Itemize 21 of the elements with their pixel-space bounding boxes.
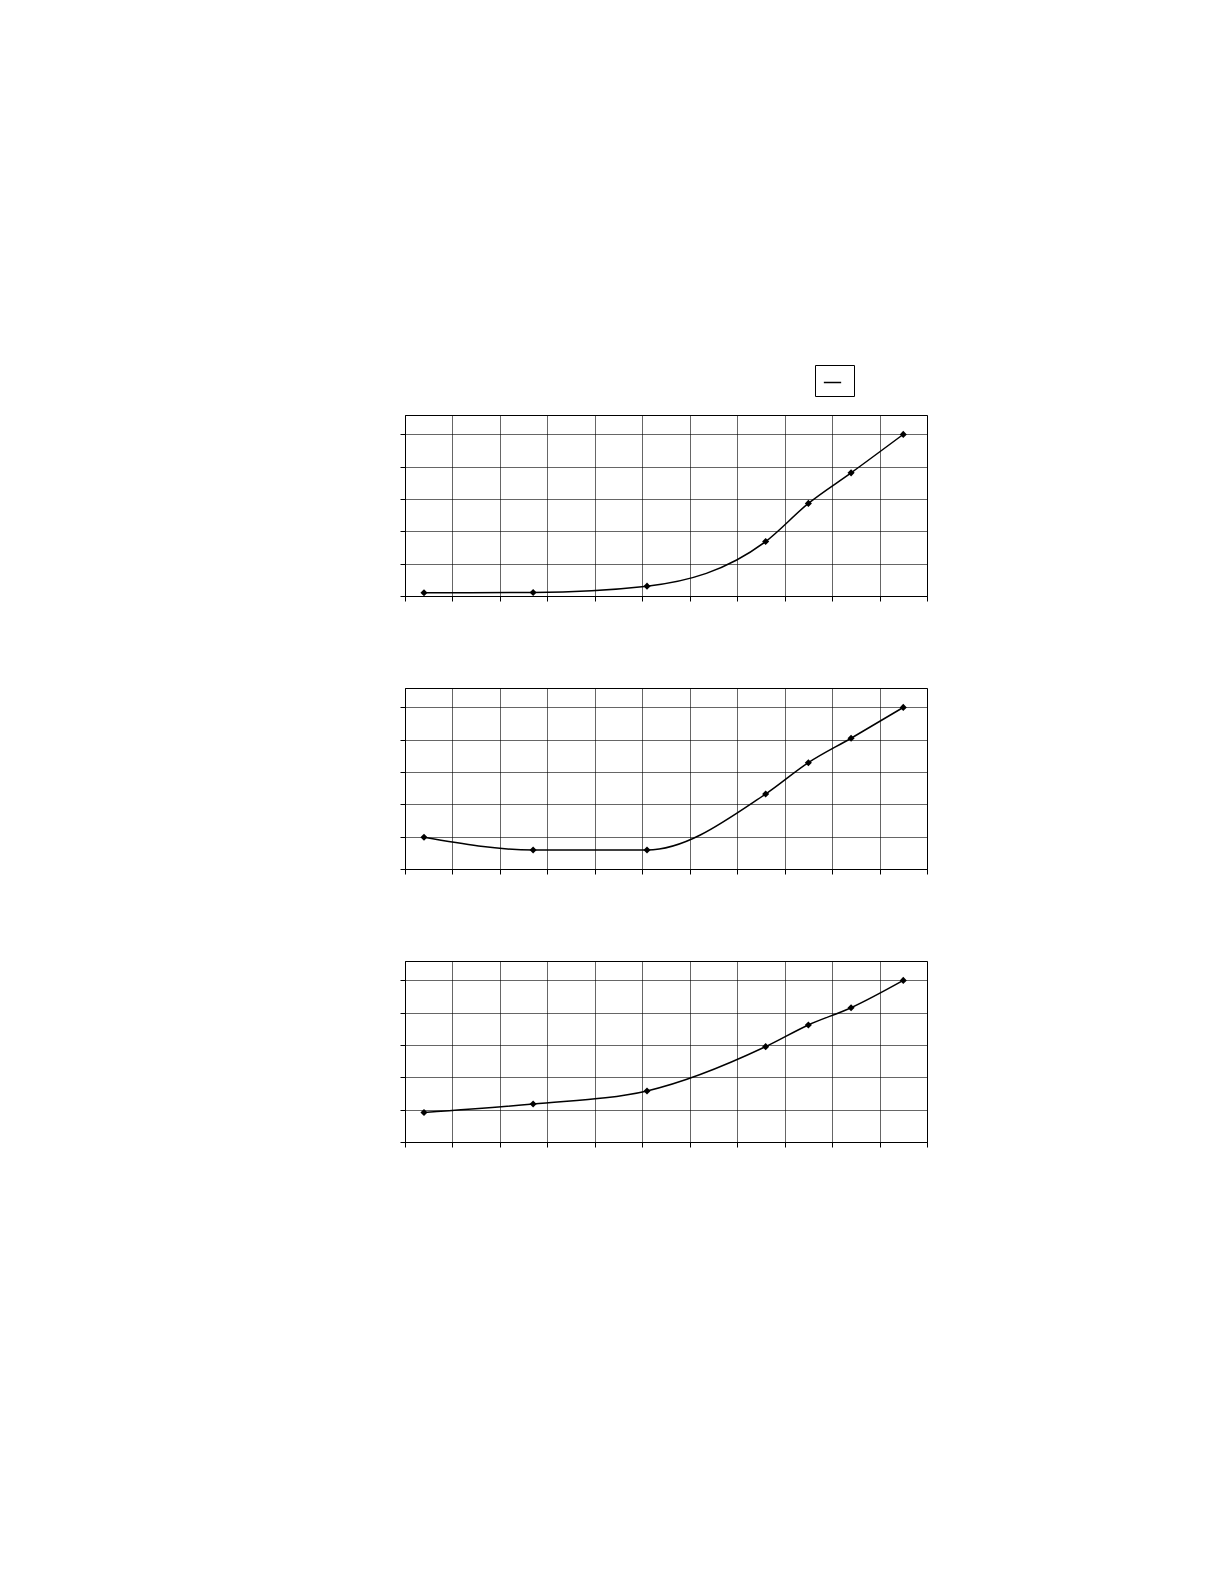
point <box>847 469 855 477</box>
point <box>899 703 907 711</box>
point <box>899 976 907 984</box>
point <box>804 759 812 767</box>
point <box>804 499 812 507</box>
point <box>420 1109 428 1117</box>
point <box>420 833 428 841</box>
point <box>529 1100 537 1108</box>
point <box>804 1021 812 1029</box>
point <box>643 846 651 854</box>
point <box>643 1087 651 1095</box>
point <box>762 790 770 798</box>
point <box>847 734 855 742</box>
point <box>762 538 770 546</box>
point <box>762 1043 770 1051</box>
point <box>847 1004 855 1012</box>
point <box>420 589 428 597</box>
point <box>529 588 537 596</box>
point <box>899 430 907 438</box>
point <box>643 582 651 590</box>
point <box>529 846 537 854</box>
